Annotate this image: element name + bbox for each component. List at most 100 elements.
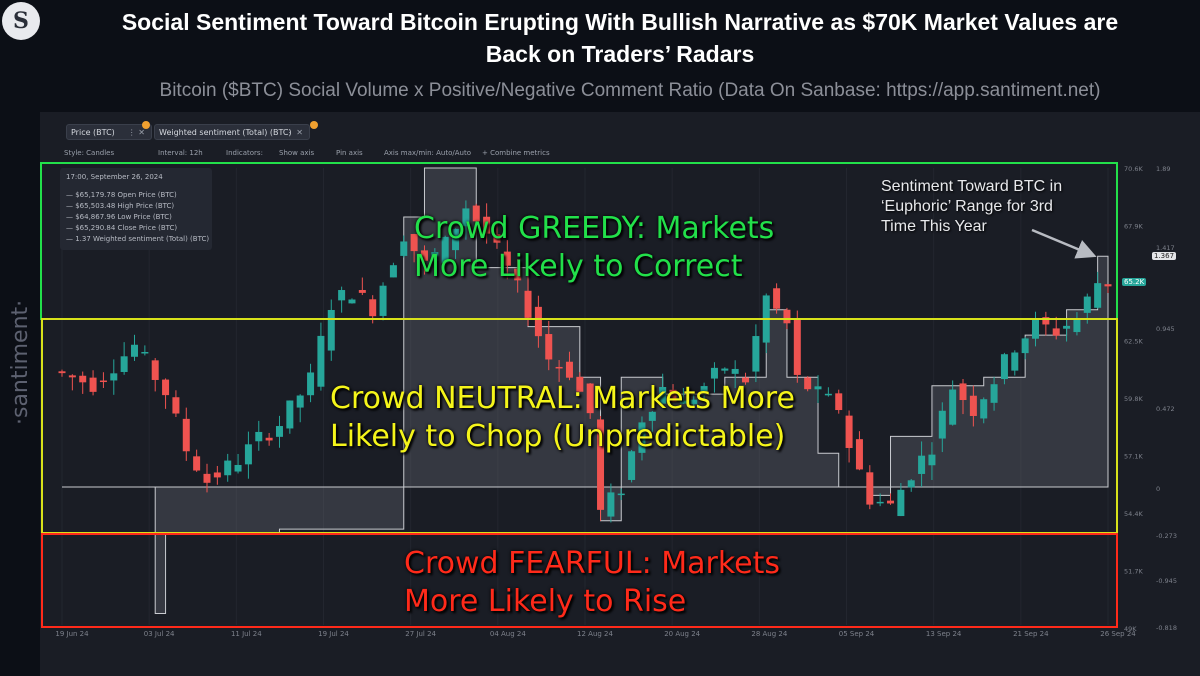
combine-metrics-button[interactable]: + Combine metrics (482, 149, 550, 157)
candle-body (358, 290, 366, 293)
candle-body (576, 376, 584, 392)
chart-panel (40, 112, 1200, 676)
candle-body (1021, 338, 1029, 354)
candle-body (255, 431, 263, 442)
candle-body (348, 299, 356, 304)
indicators-button[interactable]: Indicators: (226, 149, 263, 157)
candle-body (1073, 318, 1081, 333)
zone-neutral-line1: Crowd NEUTRAL: Markets More (330, 381, 795, 416)
candle-body (752, 336, 760, 372)
candle-body (244, 444, 252, 465)
current-price-tag: 65.2K (1122, 278, 1147, 286)
candle-body (452, 228, 460, 251)
candle-body (887, 500, 895, 504)
candle-body (524, 290, 532, 318)
sentiment-tick-label: -0.945 (1156, 577, 1177, 585)
x-tick-label: 19 Jun 24 (55, 630, 89, 638)
euphoric-annotation: Sentiment Toward BTC in ‘Euphoric’ Range… (881, 177, 1111, 237)
candle-body (876, 501, 884, 504)
candle-body (130, 344, 138, 357)
zone-fearful-box (41, 533, 1118, 628)
tooltip-close: — $65,290.84 Close Price (BTC) (66, 224, 178, 232)
candle-body (286, 400, 294, 429)
zone-greedy-label: Crowd GREEDY: Markets More Likely to Cor… (414, 210, 774, 286)
interval-select[interactable]: Interval: 12h (158, 149, 203, 157)
candle-body (1104, 284, 1112, 287)
sentiment-tick-label: -0.273 (1156, 532, 1177, 540)
sentiment-tick-label: 0.945 (1156, 325, 1175, 333)
candle-body (400, 241, 408, 256)
candle-body (855, 439, 863, 470)
style-select[interactable]: Style: Candles (64, 149, 115, 157)
tab-price-btc[interactable]: Price (BTC) ⋮ ✕ (66, 124, 152, 140)
candle-body (907, 480, 915, 488)
x-tick-label: 28 Aug 24 (751, 630, 787, 638)
candle-body (814, 386, 822, 390)
candle-body (441, 236, 449, 263)
zone-greedy-line1: Crowd GREEDY: Markets (414, 211, 775, 246)
price-tick-label: 67.9K (1124, 223, 1143, 231)
candle-body (317, 335, 325, 387)
price-tick-label: 59.8K (1124, 395, 1143, 403)
candle-body (234, 464, 242, 472)
candle-body (172, 397, 180, 414)
annotation-line3: Time This Year (881, 218, 987, 235)
chart-title-line1: Social Sentiment Toward Bitcoin Erupting… (121, 9, 1119, 35)
price-tick-label: 70.6K (1124, 165, 1143, 173)
price-tick-label: 51.7K (1124, 568, 1143, 576)
close-icon[interactable]: ⋮ ✕ (127, 128, 145, 137)
candle-body (1052, 328, 1060, 336)
candle-body (648, 411, 656, 421)
sentiment-tick-label: -0.818 (1156, 624, 1177, 632)
candle-body (659, 387, 667, 404)
candle-body (990, 384, 998, 403)
x-tick-label: 13 Sep 24 (926, 630, 962, 638)
candle-body (586, 383, 594, 414)
candle-body (327, 309, 335, 351)
candle-body (773, 288, 781, 309)
santiment-logo-icon[interactable]: S (2, 2, 40, 40)
candle-body (1042, 317, 1050, 325)
show-axis-toggle[interactable]: Show axis (279, 149, 315, 157)
axis-max-min-select[interactable]: Axis max/min: Auto/Auto (384, 149, 472, 157)
annotation-line2: ‘Euphoric’ Range for 3rd (881, 198, 1053, 215)
tab-sentiment-badge (310, 121, 318, 129)
candle-body (555, 366, 563, 369)
candle-body (151, 360, 159, 380)
zone-fearful-line1: Crowd FEARFUL: Markets (404, 546, 780, 581)
candle-body (338, 290, 346, 301)
candle-body (68, 375, 76, 378)
x-tick-label: 05 Sep 24 (839, 630, 875, 638)
candle-body (265, 437, 273, 441)
price-tick-label: 49K (1124, 625, 1137, 633)
zone-neutral-label: Crowd NEUTRAL: Markets More Likely to Ch… (330, 380, 795, 456)
candle-body (503, 251, 511, 266)
tooltip-low: — $64,867.96 Low Price (BTC) (66, 213, 172, 221)
x-tick-label: 21 Sep 24 (1013, 630, 1049, 638)
candle-body (690, 399, 698, 405)
close-icon[interactable]: ⋮ ✕ (285, 128, 303, 137)
x-tick-label: 27 Jul 24 (405, 630, 436, 638)
candle-body (307, 372, 315, 396)
price-tick-label: 57.1K (1124, 453, 1143, 461)
tooltip-high: — $65,503.48 High Price (BTC) (66, 202, 175, 210)
annotation-arrow (1031, 228, 1097, 259)
candle-body (700, 386, 708, 392)
zone-neutral-line2: Likely to Chop (Unpredictable) (330, 419, 786, 454)
candle-body (949, 389, 957, 425)
candle-body (1063, 325, 1071, 329)
candle-body (710, 367, 718, 379)
sentiment-area (62, 167, 1109, 615)
candle-body (534, 306, 542, 337)
candle-body (110, 373, 118, 381)
candle-body (58, 371, 66, 374)
pin-axis-toggle[interactable]: Pin axis (336, 149, 363, 157)
candle-body (99, 380, 107, 383)
x-tick-label: 03 Jul 24 (144, 630, 175, 638)
tooltip-date: 17:00, September 26, 2024 (66, 173, 163, 181)
candle-body (162, 379, 170, 396)
tab-weighted-sentiment[interactable]: Weighted sentiment (Total) (BTC) ⋮ ✕ (154, 124, 310, 140)
candle-body (193, 456, 201, 471)
x-tick-label: 11 Jul 24 (231, 630, 262, 638)
